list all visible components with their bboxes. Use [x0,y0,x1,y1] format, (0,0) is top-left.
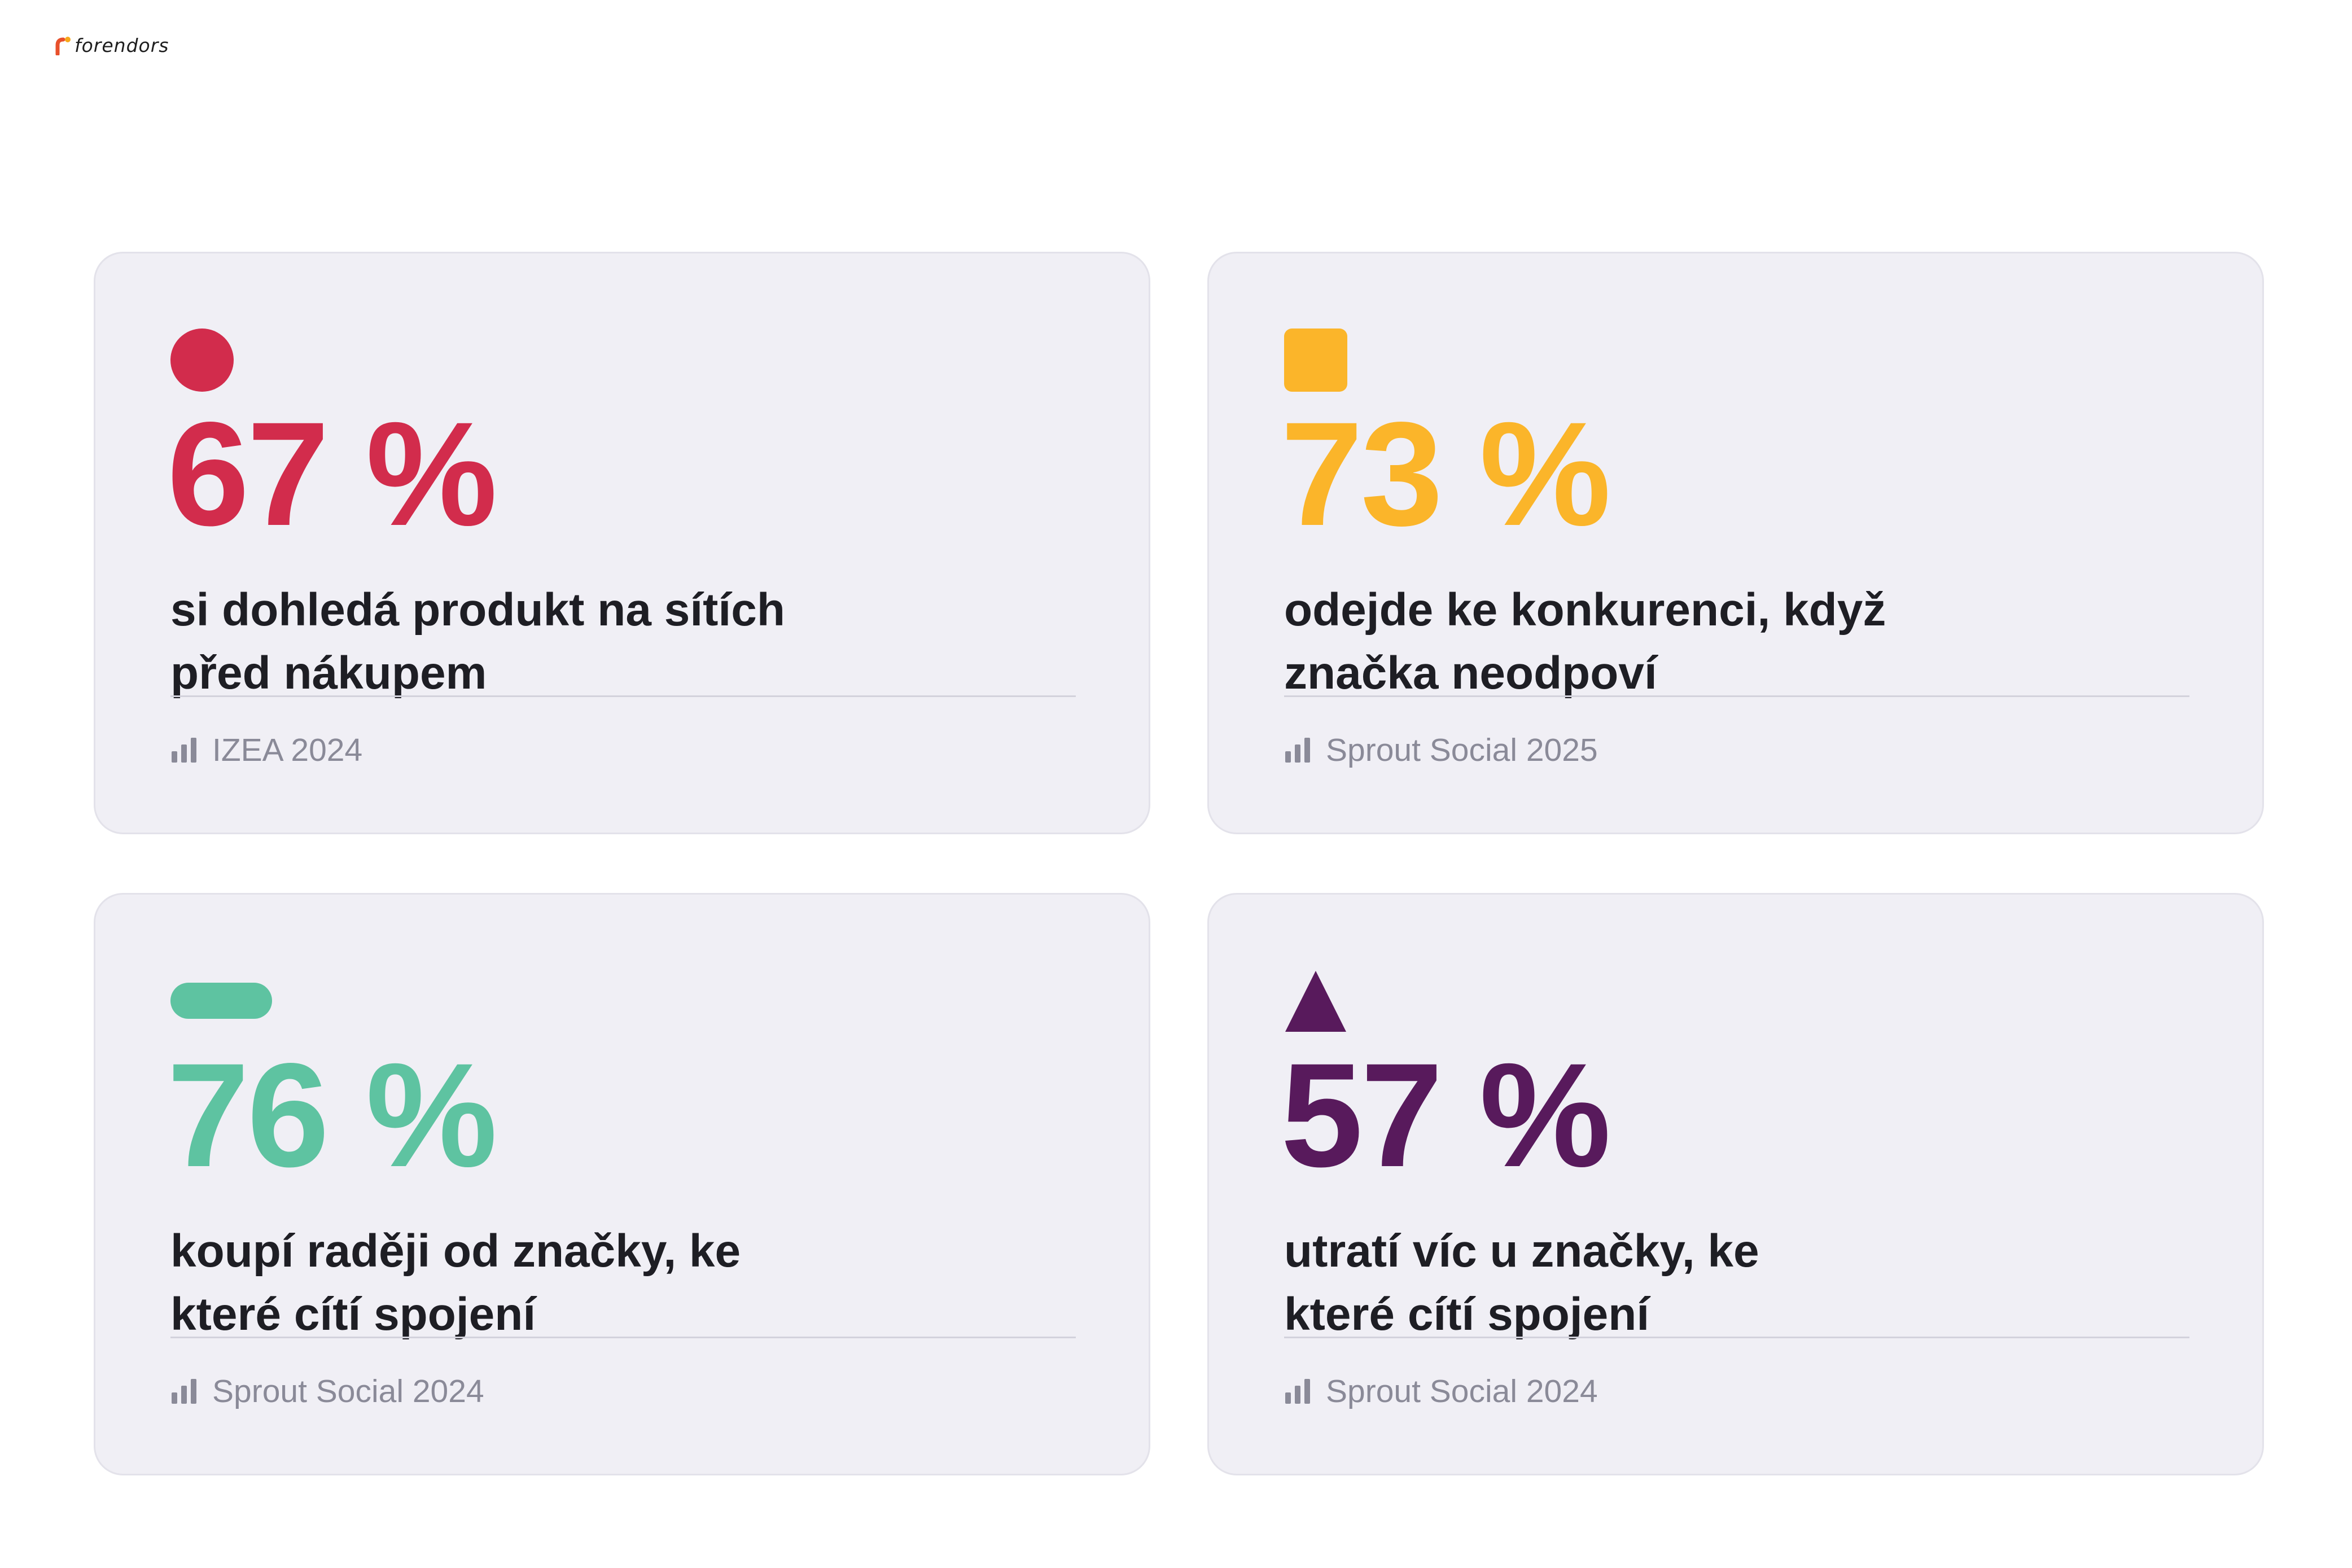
stat-description-line: před nákupem [170,647,487,699]
stat-description: koupí raději od značky, ke které cítí sp… [170,1220,904,1346]
divider [1284,695,2189,697]
bar-chart-icon [172,1379,196,1404]
stat-description-line: značka neodpoví [1284,647,1657,699]
stat-value: 73 % [1281,391,1611,557]
source-label: Sprout Social 2024 [212,1373,484,1409]
stat-description-line: které cítí spojení [170,1289,536,1340]
stat-source: Sprout Social 2024 [1284,1373,1598,1409]
forendors-logo-icon [55,37,71,55]
stat-description: si dohledá produkt na sítích před nákupe… [170,579,904,705]
stat-source: Sprout Social 2025 [1284,732,1598,768]
stat-description: odejde ke konkurenci, když značka neodpo… [1284,579,2018,705]
triangle-icon [1285,971,1346,1032]
square-icon [1284,329,1347,392]
stat-card-2: 73 % odejde ke konkurenci, když značka n… [1207,252,2264,834]
stat-value: 67 % [167,391,497,557]
stat-description-line: si dohledá produkt na sítích [170,584,785,636]
stat-description-line: utratí víc u značky, ke [1284,1225,1759,1277]
stat-card-4: 57 % utratí víc u značky, ke které cítí … [1207,893,2264,1475]
stat-card-3: 76 % koupí raději od značky, ke které cí… [94,893,1150,1475]
stat-description-line: odejde ke konkurenci, když [1284,584,1886,636]
stat-value: 76 % [167,1032,497,1198]
divider [170,695,1076,697]
stat-description: utratí víc u značky, ke které cítí spoje… [1284,1220,2018,1346]
divider [170,1337,1076,1338]
bar-chart-icon [1285,1379,1310,1404]
source-label: Sprout Social 2024 [1326,1373,1598,1409]
forendors-logo: forendors [54,33,169,58]
stat-description-line: koupí raději od značky, ke [170,1225,741,1277]
source-label: Sprout Social 2025 [1326,732,1598,768]
bar-chart-icon [172,738,196,763]
stat-source: IZEA 2024 [170,732,363,768]
stat-card-1: 67 % si dohledá produkt na sítích před n… [94,252,1150,834]
source-label: IZEA 2024 [212,732,363,768]
circle-icon [170,329,234,392]
stat-value: 57 % [1281,1032,1611,1198]
stat-description-line: které cítí spojení [1284,1289,1650,1340]
pill-icon [170,983,272,1019]
divider [1284,1337,2189,1338]
stat-source: Sprout Social 2024 [170,1373,484,1409]
bar-chart-icon [1285,738,1310,763]
logo-text: forendors [75,34,169,56]
